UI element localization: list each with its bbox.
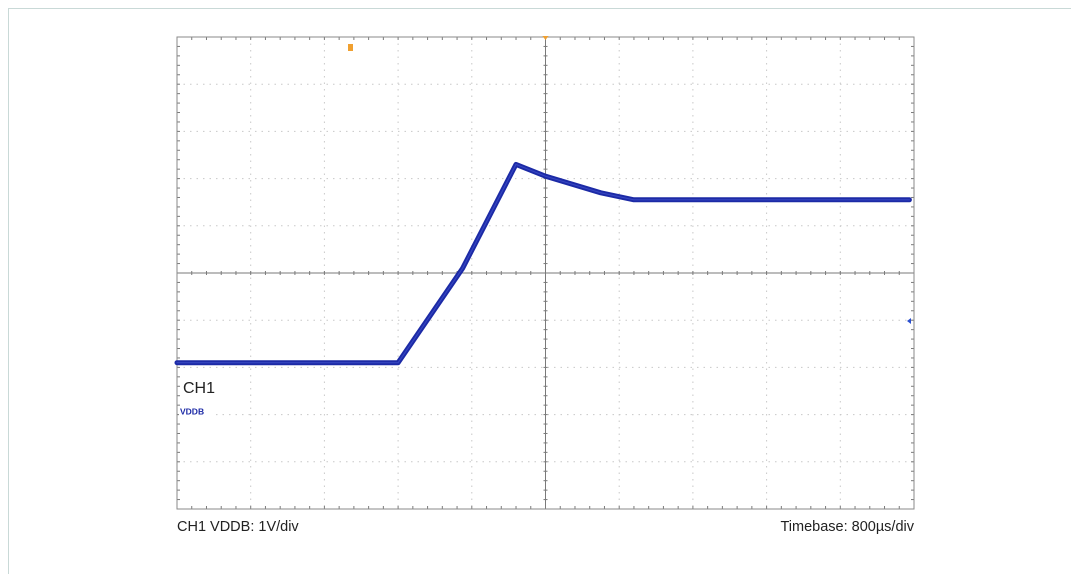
trigger-position-marker	[542, 36, 549, 40]
ch1-waveform-trace	[174, 161, 912, 366]
scope-grid	[177, 37, 914, 509]
scope-markers	[348, 36, 911, 324]
channel-label: CH1	[183, 380, 215, 397]
ground-marker-label: VDDB	[180, 407, 204, 417]
timebase-caption: Timebase: 800µs/div	[780, 519, 914, 535]
scope-center-axes	[176, 36, 915, 510]
trigger-point-icon	[348, 44, 353, 51]
ground-level-marker: VDDB	[179, 406, 213, 417]
trigger-level-marker	[907, 318, 911, 324]
figure-frame	[8, 8, 1071, 574]
vertical-scale-caption: CH1 VDDB: 1V/div	[177, 519, 299, 535]
ch1-waveform-trace-core	[176, 163, 910, 364]
